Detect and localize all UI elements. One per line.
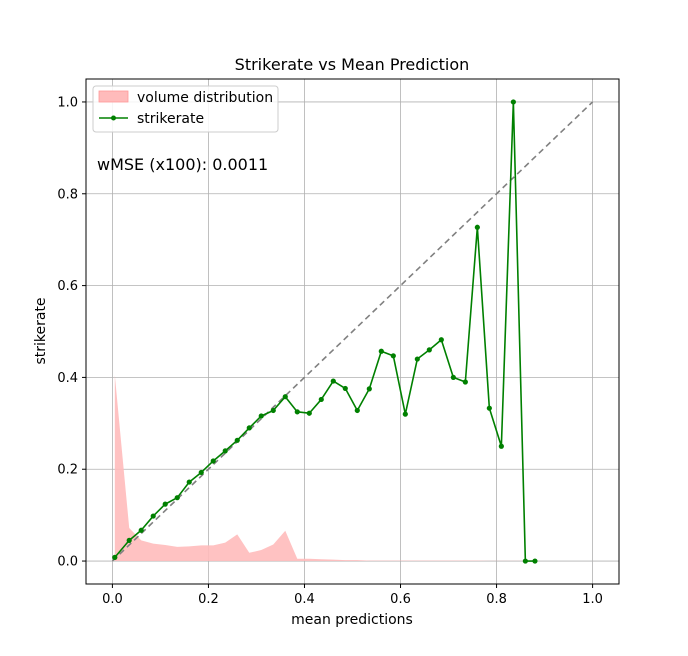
legend: volume distribution strikerate bbox=[92, 85, 279, 133]
strikerate-point bbox=[402, 411, 408, 417]
strikerate-point bbox=[234, 437, 240, 443]
strikerate-point bbox=[282, 394, 288, 400]
strikerate-point bbox=[186, 479, 192, 485]
strikerate-point bbox=[532, 558, 538, 564]
y-tick-label: 0.2 bbox=[57, 463, 78, 478]
strikerate-point bbox=[318, 396, 324, 403]
x-tick-label: 0.0 bbox=[102, 592, 123, 607]
x-tick-label: 1.0 bbox=[582, 592, 603, 607]
perfect-calibration-line bbox=[111, 101, 594, 562]
strikerate-point bbox=[258, 413, 264, 419]
line-layer bbox=[114, 101, 535, 562]
strikerate-point bbox=[330, 378, 336, 384]
x-tick-label: 0.8 bbox=[486, 592, 507, 607]
strikerate-point bbox=[378, 348, 384, 354]
legend-label-volume: volume distribution bbox=[137, 90, 273, 106]
strikerate-point bbox=[522, 558, 528, 564]
strikerate-point bbox=[474, 224, 480, 230]
strikerate-point bbox=[438, 337, 444, 343]
x-tick-label: 0.6 bbox=[390, 592, 411, 607]
strikerate-point bbox=[426, 347, 432, 353]
x-axis-ticks: 0.0 0.2 0.4 0.6 0.8 1.0 bbox=[102, 584, 603, 607]
y-tick-label: 0.4 bbox=[57, 371, 78, 386]
x-tick-label: 0.4 bbox=[294, 592, 315, 607]
plot-frame bbox=[85, 78, 620, 585]
strikerate-point bbox=[270, 407, 276, 414]
legend-swatch-strikerate-marker bbox=[111, 115, 116, 121]
reference-line-layer bbox=[111, 101, 594, 562]
strikerate-line bbox=[114, 101, 535, 562]
strikerate-point bbox=[498, 443, 504, 449]
strikerate-point bbox=[450, 374, 456, 381]
strikerate-point bbox=[414, 356, 420, 362]
wmse-annotation: wMSE (x100): 0.0011 bbox=[97, 155, 268, 174]
grid-lines bbox=[86, 79, 619, 584]
y-axis-ticks: 0.0 0.2 0.4 0.6 0.8 1.0 bbox=[57, 95, 86, 570]
strikerate-point bbox=[366, 386, 372, 392]
y-tick-label: 0.0 bbox=[57, 555, 78, 570]
strikerate-point bbox=[342, 385, 348, 392]
strikerate-point bbox=[390, 353, 396, 359]
x-axis-label: mean predictions bbox=[291, 612, 413, 628]
legend-box bbox=[92, 85, 279, 133]
strikerate-point bbox=[126, 537, 132, 543]
strikerate-point bbox=[138, 527, 144, 533]
strikerate-point bbox=[306, 410, 312, 416]
chart-title: Strikerate vs Mean Prediction bbox=[235, 55, 470, 74]
strikerate-point bbox=[486, 405, 492, 411]
y-tick-label: 0.8 bbox=[57, 187, 78, 202]
strikerate-point bbox=[174, 495, 180, 501]
strikerate-point bbox=[198, 469, 204, 476]
strikerate-point bbox=[162, 501, 168, 507]
y-axis-label: strikerate bbox=[33, 297, 49, 364]
point-layer bbox=[112, 99, 538, 564]
strikerate-point bbox=[150, 513, 156, 519]
strikerate-point bbox=[210, 458, 216, 464]
y-tick-label: 0.6 bbox=[57, 279, 78, 294]
strikerate-point bbox=[462, 379, 468, 385]
strikerate-point bbox=[354, 407, 360, 414]
x-tick-label: 0.2 bbox=[198, 592, 219, 607]
strikerate-point bbox=[510, 99, 516, 105]
strikerate-point bbox=[294, 409, 300, 415]
strikerate-point bbox=[112, 554, 118, 560]
strikerate-point bbox=[222, 448, 228, 454]
legend-label-strikerate: strikerate bbox=[137, 111, 204, 127]
y-tick-label: 1.0 bbox=[57, 95, 78, 110]
legend-swatch-volume bbox=[98, 90, 129, 103]
strikerate-point bbox=[246, 425, 252, 431]
